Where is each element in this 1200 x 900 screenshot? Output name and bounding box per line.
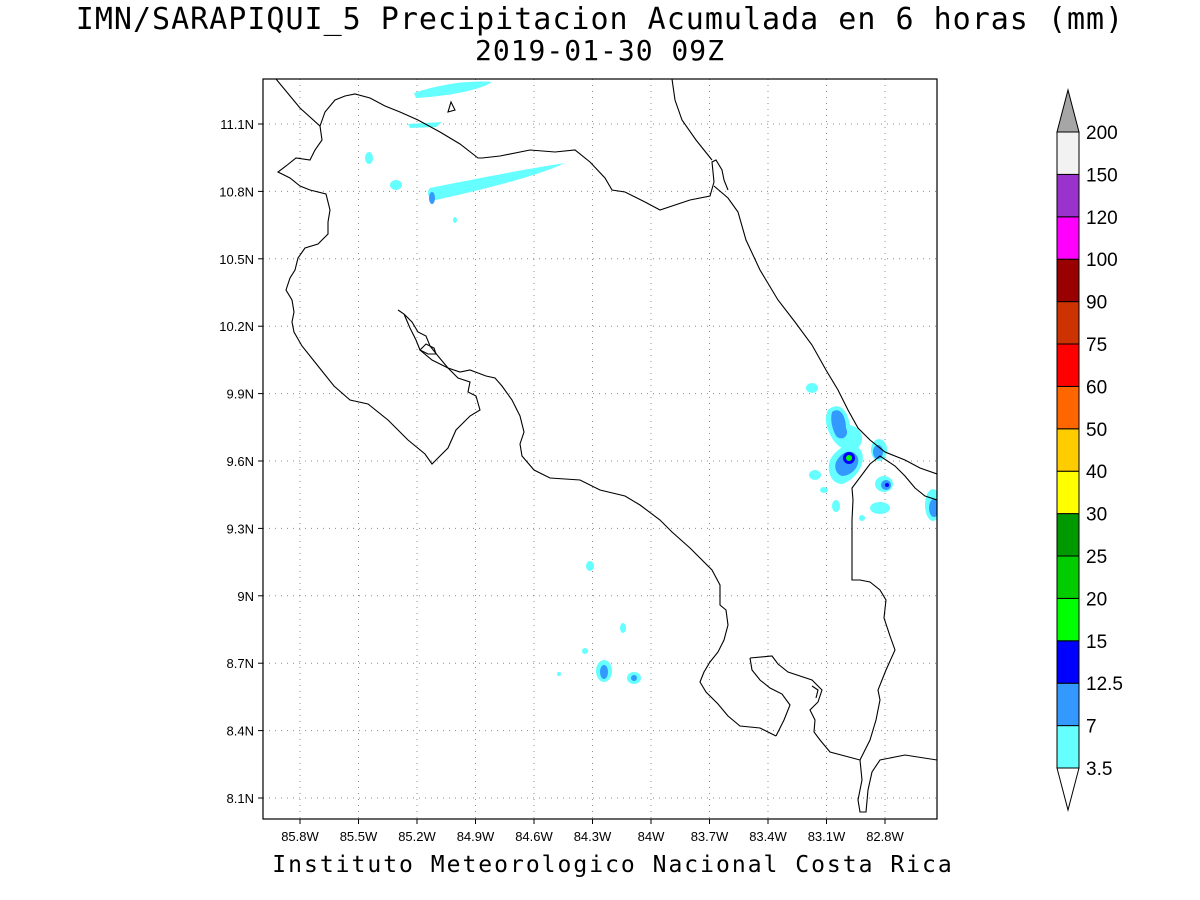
lon-tick-label: 84W [638,829,665,844]
lon-tick-label: 85.5W [340,829,378,844]
lat-tick-label: 10.5N [219,252,254,267]
lat-tick-label: 9.3N [227,521,254,536]
colorbar-box [1056,385,1080,430]
colorbar-top-arrow [1056,88,1080,133]
colorbar: 3.5 7 12.5 15 20 25 30 40 50 60 75 90 100 120 150 200 [1056,88,1123,812]
rain-patch [600,665,608,679]
colorbar-label: 7 [1086,717,1097,738]
lon-tick-label: 83.4W [749,829,787,844]
footer-credit: Instituto Meteorologico Nacional Costa R… [272,852,954,878]
rain-patch [631,675,637,681]
colorbar-box [1056,173,1080,218]
colorbar-box [1056,470,1080,515]
small-island [419,343,437,355]
colorbar-label: 90 [1086,293,1107,314]
lat-tick-label: 11.1N [220,117,254,132]
rain-patch [428,163,565,200]
map-frame [262,78,938,820]
rain-patch [365,152,373,164]
lat-tick-label: 9.6N [227,454,254,469]
rain-patch [832,500,840,512]
lon-tick-label: 82.8W [866,829,904,844]
lat-tick-label: 8.1N [227,791,254,806]
nicaragua-border [275,79,729,211]
rain-patch [806,383,818,393]
rain-patch [408,122,442,128]
colorbar-label: 12.5 [1086,674,1123,695]
nicoya-gulf-coast [403,313,777,737]
rain-patch [859,515,865,521]
rain-patch [582,648,588,654]
coastline-borders [275,79,937,813]
colorbar-label: 200 [1086,123,1118,144]
lat-tick-label: 8.7N [227,656,254,671]
colorbar-label: 20 [1086,589,1107,610]
rain-patch [586,561,594,571]
colorbar-label: 75 [1086,335,1107,356]
colorbar-box [1056,301,1080,345]
colorbar-box [1056,428,1080,472]
colorbar-label: 60 [1086,377,1107,398]
lon-tick-label: 84.6W [515,829,553,844]
colorbar-label: 100 [1086,250,1118,271]
rain-patch [414,81,492,98]
colorbar-box [1056,640,1080,684]
rain-patch [831,410,848,439]
golfito-coast [749,655,937,813]
precipitation-field [365,81,937,684]
colorbar-label: 120 [1086,208,1118,229]
colorbar-label: 15 [1086,632,1107,653]
panama-border [851,455,937,761]
lat-tick-label: 9N [237,589,254,604]
map-title: IMN/SARAPIQUI_5 Precipitacion Acumulada … [75,2,1125,37]
colorbar-label: 30 [1086,505,1107,526]
rain-patch [620,623,626,633]
lon-tick-label: 85.2W [398,829,436,844]
rain-patch [390,180,402,190]
caribbean-inlet [811,685,819,699]
lake-nicaragua-island [447,100,456,113]
rain-patch [809,470,821,480]
colorbar-box [1056,597,1080,642]
colorbar-box [1056,513,1080,557]
colorbar-label: 150 [1086,165,1118,186]
rain-patch [557,672,561,676]
rain-patch [453,217,457,223]
lat-tick-label: 8.4N [227,724,254,739]
colorbar-box [1056,682,1080,727]
colorbar-label: 25 [1086,547,1107,568]
rain-patch [885,483,889,487]
colorbar-label: 40 [1086,462,1107,483]
caribbean-coast [671,79,937,475]
rain-patch [929,499,937,517]
axis-ticks: 85.8W 85.5W 85.2W 84.9W 84.6W 84.3W 84W 83.7W 83… [219,117,904,844]
rain-patch [846,455,852,461]
osa-peninsula [749,657,791,737]
rain-patch [429,192,435,204]
rain-patch [820,487,828,493]
colorbar-box [1056,725,1080,769]
lat-tick-label: 10.2N [219,319,254,334]
lon-tick-label: 83.7W [691,829,729,844]
pacific-coast [276,125,481,465]
colorbar-box [1056,216,1080,260]
rain-patch [870,502,890,514]
map-grid [263,79,937,819]
lat-tick-label: 10.8N [219,184,254,199]
map-datetime: 2019-01-30 09Z [474,34,725,67]
lon-tick-label: 84.9W [457,829,495,844]
lon-tick-label: 85.8W [281,829,319,844]
colorbar-box [1056,258,1080,303]
colorbar-label: 3.5 [1086,759,1112,780]
colorbar-box [1056,555,1080,599]
colorbar-box [1056,343,1080,387]
colorbar-label: 50 [1086,420,1107,441]
lon-tick-label: 83.1W [808,829,846,844]
colorbar-bottom-arrow [1056,767,1080,812]
colorbar-box [1056,131,1080,175]
lat-tick-label: 9.9N [227,387,254,402]
lon-tick-label: 84.3W [574,829,612,844]
